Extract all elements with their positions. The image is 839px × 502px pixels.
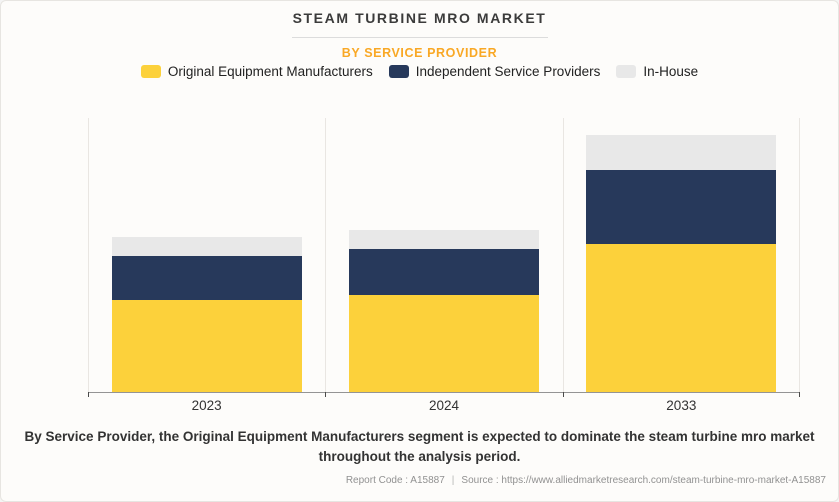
bar-segment-in-house-2023[interactable] — [111, 236, 302, 256]
x-axis-labels: 2023 2024 2033 — [88, 398, 800, 413]
legend-swatch-icon — [388, 65, 409, 78]
category-slot-2023 — [88, 118, 325, 392]
x-axis-tick — [88, 392, 89, 397]
stacked-bar-2023[interactable] — [111, 236, 302, 392]
legend-swatch-icon — [616, 65, 637, 78]
x-axis-tick — [799, 392, 800, 397]
source-url: Source : https://www.alliedmarketresearc… — [461, 475, 826, 486]
x-axis-tick — [325, 392, 327, 397]
bar-segment-independent-service-providers-2033[interactable] — [586, 169, 777, 244]
x-axis-tick — [562, 392, 564, 397]
legend-label: Independent Service Providers — [415, 64, 601, 79]
category-separator-line — [562, 118, 564, 392]
bar-segment-original-equipment-manufacturers-2024[interactable] — [349, 295, 539, 392]
bar-segment-original-equipment-manufacturers-2033[interactable] — [586, 243, 777, 392]
x-axis-label-2033: 2033 — [666, 398, 697, 413]
category-slot-2033 — [563, 118, 800, 392]
legend-label: Original Equipment Manufacturers — [167, 64, 373, 79]
bar-segment-original-equipment-manufacturers-2023[interactable] — [111, 300, 302, 392]
footer: Report Code : A15887 | Source : https://… — [346, 475, 826, 486]
chart-title: STEAM TURBINE MRO MARKET — [292, 10, 547, 26]
legend-item-original-equipment-manufacturers[interactable]: Original Equipment Manufacturers — [140, 64, 373, 79]
legend-item-in-house[interactable]: In-House — [616, 64, 698, 79]
legend-label: In-House — [643, 64, 699, 79]
chart-subtitle: BY SERVICE PROVIDER — [341, 46, 498, 60]
legend-swatch-icon — [140, 65, 161, 78]
footer-separator: | — [451, 475, 455, 486]
legend: Original Equipment Manufacturers Independ… — [1, 64, 838, 79]
bar-segment-independent-service-providers-2023[interactable] — [111, 255, 302, 301]
plot-area — [88, 118, 800, 397]
chart-description: By Service Provider, the Original Equipm… — [24, 429, 815, 465]
x-axis-label-2024: 2024 — [428, 398, 460, 413]
report-code: Report Code : A15887 — [345, 475, 445, 486]
bar-segment-independent-service-providers-2024[interactable] — [349, 248, 539, 296]
legend-item-independent-service-providers[interactable]: Independent Service Providers — [388, 64, 601, 79]
bar-segment-in-house-2033[interactable] — [586, 134, 777, 170]
x-axis-label-2023: 2023 — [191, 398, 222, 413]
plot-right-border — [799, 118, 800, 392]
stacked-bar-2033[interactable] — [586, 134, 777, 392]
plot-left-border — [88, 118, 89, 392]
bar-slots — [88, 118, 800, 392]
category-separator-line — [325, 118, 327, 392]
category-slot-2024 — [325, 118, 562, 392]
stacked-bar-2024[interactable] — [349, 229, 539, 392]
title-underline — [291, 37, 548, 38]
bar-segment-in-house-2024[interactable] — [349, 229, 539, 249]
